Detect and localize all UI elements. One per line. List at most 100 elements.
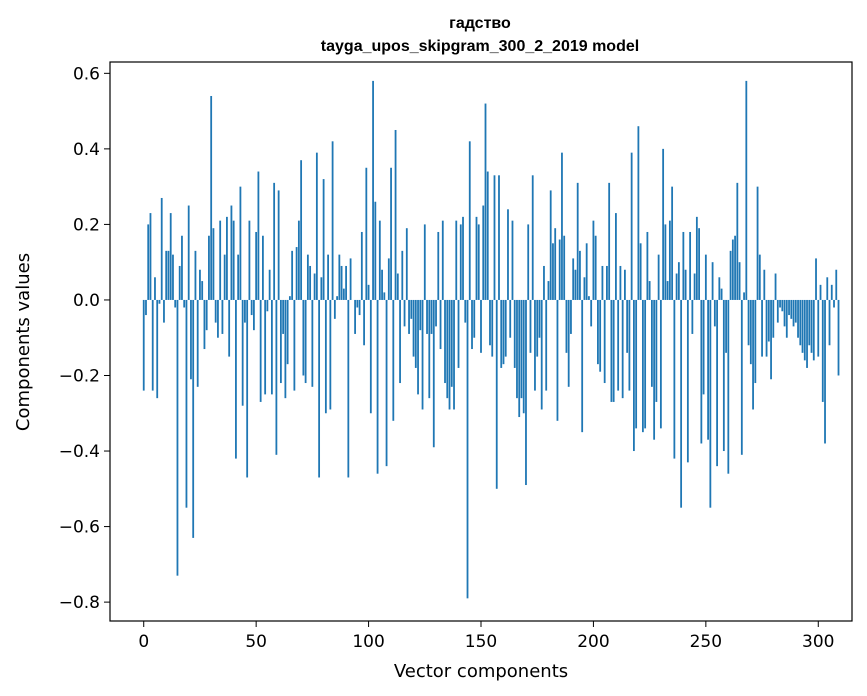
bar <box>450 299 453 387</box>
bar <box>327 254 329 300</box>
bar <box>729 250 732 300</box>
bar <box>154 277 156 300</box>
bar <box>552 243 554 300</box>
bar <box>477 224 480 300</box>
bar <box>329 299 332 410</box>
bar <box>677 262 680 300</box>
bar <box>273 182 276 300</box>
bar <box>196 299 199 387</box>
bar <box>599 299 602 372</box>
bar <box>212 228 215 300</box>
bar <box>354 299 356 334</box>
bar <box>457 299 460 368</box>
bar <box>324 299 327 414</box>
bar <box>770 299 772 380</box>
bar <box>369 299 372 414</box>
bar <box>288 296 291 300</box>
bar <box>601 265 604 300</box>
bar <box>797 299 799 338</box>
bar <box>747 299 750 346</box>
bar <box>826 277 829 300</box>
bar <box>201 281 204 300</box>
bar <box>731 239 734 300</box>
bar <box>320 277 323 300</box>
bar <box>722 299 725 452</box>
bar <box>205 299 208 331</box>
bar <box>381 269 383 300</box>
bar <box>313 273 316 300</box>
bar <box>534 299 536 391</box>
bar <box>473 299 476 338</box>
bar <box>495 299 498 489</box>
bar <box>399 299 401 384</box>
bar <box>147 224 150 300</box>
bar <box>738 262 741 300</box>
bar <box>561 152 563 300</box>
bar <box>396 273 399 300</box>
y-tick-label: −0.2 <box>59 366 100 386</box>
bar <box>527 224 530 300</box>
bar <box>812 299 815 361</box>
bar <box>808 299 811 346</box>
bar <box>718 277 721 300</box>
bar <box>493 175 496 300</box>
y-tick-label: 0.2 <box>73 215 100 235</box>
bar <box>491 299 494 357</box>
bar <box>698 228 700 300</box>
bar <box>394 129 397 300</box>
bar <box>788 299 790 316</box>
bar <box>644 299 647 429</box>
bar <box>421 299 424 410</box>
bar <box>230 205 233 300</box>
bar <box>756 186 759 300</box>
bar <box>167 250 170 300</box>
bar <box>704 254 707 300</box>
bar <box>257 171 260 300</box>
bar <box>675 273 678 300</box>
bar <box>603 299 606 384</box>
bar <box>711 262 714 300</box>
y-tick-label: −0.4 <box>59 442 100 462</box>
bar <box>790 299 793 319</box>
bar <box>763 269 766 300</box>
bar <box>468 141 471 300</box>
bar <box>594 235 597 300</box>
bar <box>345 265 347 300</box>
bar <box>765 299 768 357</box>
bar <box>417 299 419 395</box>
bar <box>475 216 478 300</box>
y-axis-ticks: −0.8 −0.6 −0.4 −0.2 0.0 0.2 0.4 0.6 <box>59 64 110 613</box>
bar <box>349 258 352 300</box>
bar <box>635 299 638 429</box>
bar <box>657 254 660 300</box>
bar <box>610 299 613 402</box>
bar <box>210 95 213 300</box>
bar <box>824 299 826 444</box>
y-tick-label: 0.4 <box>73 140 100 160</box>
bar <box>392 299 395 421</box>
bar <box>655 299 658 402</box>
bar <box>309 265 312 300</box>
bar <box>516 299 518 399</box>
bar <box>821 299 824 402</box>
bar <box>471 299 473 350</box>
bar <box>444 299 446 384</box>
bar <box>650 299 653 387</box>
bar <box>408 299 410 334</box>
bar <box>430 299 433 334</box>
bar <box>743 292 745 300</box>
bar <box>691 299 694 334</box>
bar <box>169 213 172 300</box>
bar <box>262 235 264 300</box>
bar <box>378 220 381 300</box>
bar <box>241 299 244 406</box>
bar <box>300 160 303 300</box>
bar <box>684 269 687 300</box>
bar <box>662 148 665 300</box>
bar <box>356 299 359 308</box>
bar <box>163 299 165 323</box>
x-tick-label: 300 <box>802 632 834 652</box>
bar <box>480 299 482 353</box>
bar <box>214 299 217 323</box>
y-tick-label: 0.0 <box>73 291 100 311</box>
